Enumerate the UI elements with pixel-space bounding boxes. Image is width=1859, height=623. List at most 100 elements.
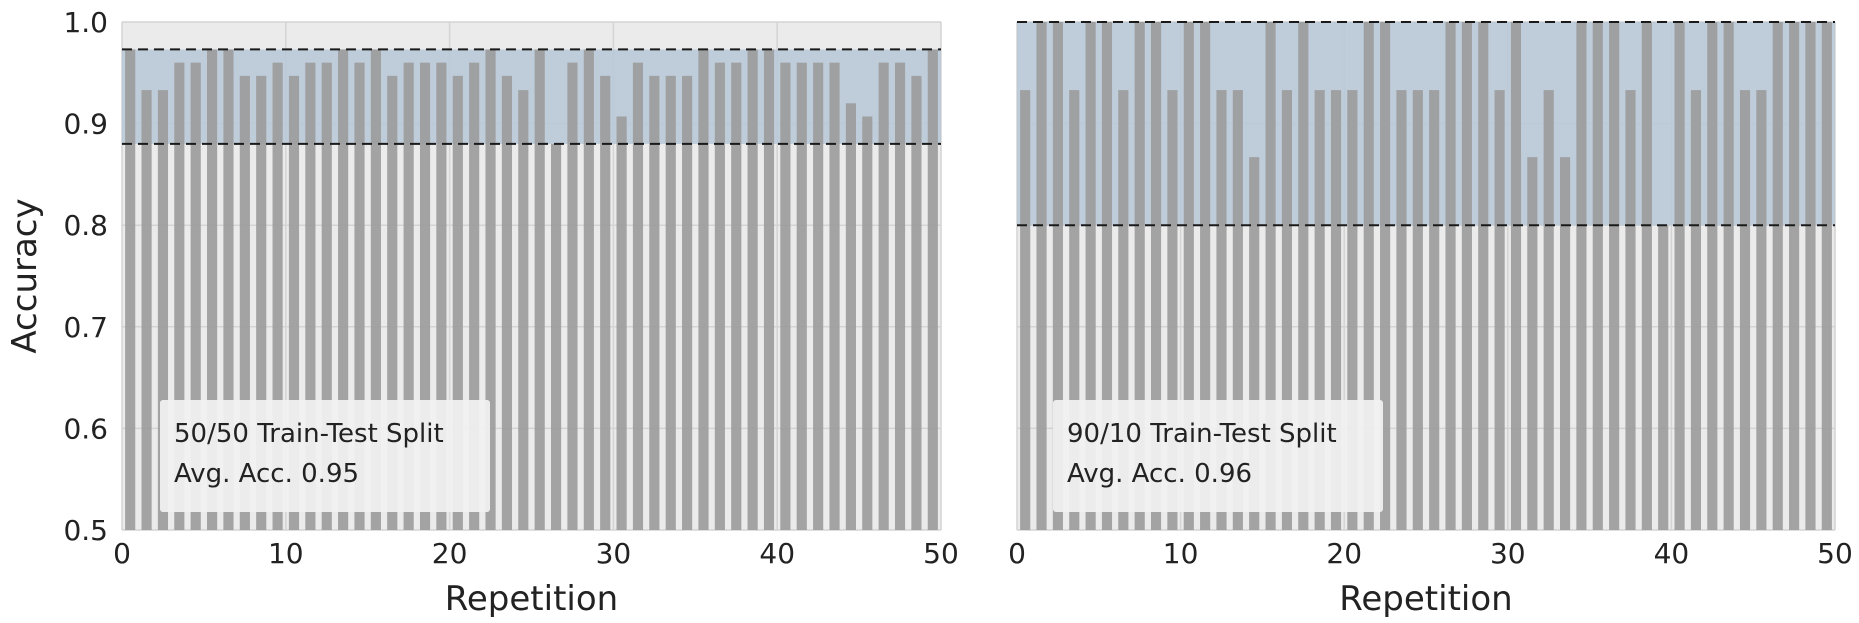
bar (583, 49, 594, 530)
bar (878, 62, 889, 530)
x-tick-label: 10 (268, 537, 304, 570)
bar (665, 75, 676, 531)
bar (600, 75, 611, 531)
bar (1543, 90, 1554, 531)
bar (747, 49, 758, 530)
x-tick-label: 30 (596, 537, 632, 570)
y-tick-label: 0.8 (63, 209, 108, 242)
x-tick-label: 50 (923, 537, 959, 570)
x-tick-label: 20 (1326, 537, 1362, 570)
bar (862, 116, 873, 530)
bar (698, 49, 709, 530)
bar (1559, 157, 1571, 531)
bar (436, 62, 447, 530)
x-tick-label: 0 (113, 537, 131, 570)
bar (354, 62, 365, 530)
bar (1347, 90, 1358, 531)
bar (256, 75, 267, 531)
x-tick-label: 50 (1817, 537, 1853, 570)
bar (125, 49, 136, 530)
bar (829, 62, 840, 530)
bar (1641, 22, 1652, 530)
bar (1380, 22, 1391, 530)
bar (1150, 22, 1162, 530)
bar (1625, 90, 1636, 531)
bar (1576, 22, 1587, 530)
avg-accuracy-label: Avg. Acc. 0.95 (174, 459, 359, 489)
bar (1118, 90, 1129, 531)
bar (1167, 90, 1178, 531)
y-tick-label: 0.9 (63, 108, 108, 141)
x-tick-label: 10 (1163, 537, 1199, 570)
bar (1510, 22, 1522, 530)
bar (321, 62, 332, 530)
bar (338, 49, 349, 530)
bar (1101, 22, 1113, 530)
bar (190, 62, 201, 530)
bar (1396, 90, 1407, 531)
annotation-box (1053, 400, 1383, 512)
y-tick-label: 0.5 (63, 514, 108, 547)
bar (813, 62, 824, 530)
x-axis-label: Repetition (445, 579, 618, 619)
bar (1478, 22, 1489, 530)
bar (567, 62, 578, 530)
bar (1821, 22, 1832, 530)
bar (141, 90, 152, 531)
bar (1330, 90, 1342, 531)
y-tick-label: 0.6 (63, 412, 108, 445)
bar (1527, 157, 1538, 531)
bar (1134, 22, 1145, 530)
bar (894, 62, 906, 530)
bar (616, 116, 627, 530)
bar (1314, 90, 1325, 531)
bar (1412, 90, 1423, 531)
bar (1609, 22, 1620, 530)
bar (419, 62, 431, 530)
bar (223, 49, 234, 530)
x-tick-label: 40 (1654, 537, 1690, 570)
bar (1789, 22, 1800, 530)
bar (682, 75, 693, 531)
bar (845, 103, 856, 530)
bar (1445, 22, 1456, 530)
bar (1020, 90, 1031, 531)
bar (1592, 22, 1603, 530)
x-axis-label: Repetition (1339, 579, 1512, 619)
bar (1052, 22, 1063, 530)
bar (1674, 22, 1685, 530)
y-tick-label: 1.0 (63, 6, 108, 39)
bar (1772, 22, 1783, 530)
bar (1363, 22, 1374, 530)
bar (305, 62, 316, 530)
bar (1216, 90, 1227, 531)
bar (1249, 157, 1260, 531)
bar (1739, 90, 1751, 531)
x-tick-label: 40 (759, 537, 795, 570)
bar (1183, 22, 1194, 530)
bar (1690, 90, 1702, 531)
bar (174, 62, 185, 530)
bar (1707, 22, 1718, 530)
bar (796, 62, 807, 530)
x-tick-label: 30 (1490, 537, 1526, 570)
bar (780, 62, 791, 530)
bar (1494, 90, 1505, 531)
bar (1756, 90, 1767, 531)
bar (387, 75, 398, 531)
bar (485, 49, 496, 530)
y-axis-label: Accuracy (5, 198, 45, 353)
bar (927, 49, 938, 530)
x-tick-label: 20 (432, 537, 468, 570)
bar (403, 62, 414, 530)
bar (1658, 225, 1669, 530)
bar (288, 75, 300, 531)
bar (207, 49, 218, 530)
bar (1429, 90, 1440, 531)
bar (550, 143, 562, 531)
bar (1036, 22, 1047, 530)
y-tick-label: 0.7 (63, 311, 108, 344)
bar (714, 62, 725, 530)
split-label: 90/10 Train-Test Split (1067, 419, 1337, 449)
bar (1723, 22, 1734, 530)
